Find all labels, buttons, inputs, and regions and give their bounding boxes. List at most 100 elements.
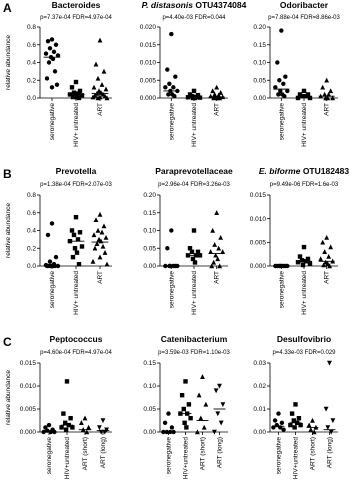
chart-subtitle: p=7.37e-04 FDR=4.97e-04 bbox=[40, 15, 112, 21]
point bbox=[84, 429, 90, 435]
point bbox=[73, 79, 79, 85]
point bbox=[186, 402, 192, 407]
point bbox=[289, 411, 295, 416]
point bbox=[49, 37, 55, 42]
point bbox=[324, 234, 330, 240]
y-tick-label: 0.05 bbox=[143, 406, 156, 413]
point bbox=[72, 246, 78, 251]
point bbox=[298, 422, 303, 428]
x-tick-label: seronegative bbox=[49, 271, 56, 309]
point bbox=[299, 258, 305, 263]
x-tick-label: seronegative bbox=[168, 271, 175, 309]
point bbox=[45, 39, 51, 44]
chart-subtitle: p=9.49e-06 FDR=1.6e-03 bbox=[270, 182, 339, 188]
x-tick-label: HIV+untreated bbox=[64, 437, 71, 479]
title-text: Paraprevotellaceae bbox=[155, 166, 233, 176]
point bbox=[101, 68, 107, 74]
point bbox=[295, 260, 301, 265]
point bbox=[300, 262, 306, 268]
point bbox=[323, 406, 329, 412]
x-tick-label: seronegative bbox=[166, 437, 173, 475]
title-italic: P. distasonis bbox=[142, 0, 194, 10]
y-tick-label: 0.20 bbox=[143, 192, 156, 199]
point bbox=[101, 223, 107, 229]
point bbox=[91, 84, 97, 90]
y-tick-label: 0.010 bbox=[20, 383, 37, 390]
x-tick-label: seronegative bbox=[46, 437, 53, 475]
chart-subtitle: p=2.96e-04 FDR=3.26e-03 bbox=[158, 182, 230, 188]
point bbox=[278, 88, 283, 94]
title-text: Bacteroides bbox=[52, 0, 101, 10]
point bbox=[321, 262, 327, 268]
y-tick-label: 0.015 bbox=[20, 360, 37, 367]
point bbox=[203, 401, 209, 407]
point bbox=[90, 94, 96, 100]
point bbox=[220, 402, 226, 408]
point bbox=[328, 429, 334, 435]
point bbox=[191, 228, 197, 233]
point bbox=[330, 418, 336, 424]
point bbox=[47, 46, 53, 51]
point bbox=[190, 256, 196, 262]
point bbox=[320, 239, 326, 245]
point bbox=[63, 420, 68, 425]
point bbox=[211, 95, 217, 101]
title-text: Prevotella bbox=[56, 166, 97, 176]
point bbox=[51, 49, 57, 55]
point bbox=[49, 221, 55, 226]
point bbox=[279, 28, 284, 33]
point bbox=[68, 416, 73, 421]
y-axis-label: relative abundance bbox=[5, 370, 12, 425]
point bbox=[318, 256, 324, 262]
point bbox=[325, 425, 331, 431]
point bbox=[322, 91, 328, 97]
point bbox=[306, 422, 312, 428]
point bbox=[325, 260, 331, 266]
point bbox=[77, 230, 83, 235]
y-tick-label: 0.015 bbox=[140, 42, 157, 49]
x-tick-label: ART (long) bbox=[100, 437, 107, 468]
x-tick-label: ART bbox=[324, 103, 331, 116]
point bbox=[93, 217, 99, 223]
point bbox=[167, 81, 172, 87]
y-tick-label: 0.15 bbox=[143, 360, 156, 367]
x-tick-label: seronegative bbox=[49, 103, 56, 141]
point bbox=[192, 95, 198, 101]
point bbox=[276, 92, 281, 97]
point bbox=[71, 232, 77, 238]
point bbox=[165, 246, 170, 251]
point bbox=[326, 253, 332, 259]
x-tick-label: ART bbox=[214, 103, 221, 116]
point bbox=[212, 242, 218, 247]
point bbox=[184, 425, 189, 430]
point bbox=[194, 429, 200, 435]
point bbox=[97, 211, 103, 217]
point bbox=[272, 418, 278, 423]
point bbox=[297, 254, 303, 259]
point bbox=[218, 90, 224, 95]
point bbox=[283, 74, 288, 79]
point bbox=[47, 259, 53, 264]
y-tick-label: 0.2 bbox=[27, 245, 36, 252]
x-tick-label: HIV+ untreated bbox=[191, 103, 198, 147]
point bbox=[310, 417, 315, 423]
y-tick-label: 0.8 bbox=[27, 192, 36, 199]
point bbox=[217, 95, 223, 101]
y-tick-label: 0.10 bbox=[143, 383, 156, 390]
point bbox=[69, 228, 75, 233]
chart-subtitle: p=4.60e-04 FDR=4.97e-04 bbox=[40, 350, 112, 356]
x-tick-label: HIV+ untreated bbox=[73, 271, 80, 315]
point bbox=[97, 254, 103, 260]
title-italic: E. biforme bbox=[259, 166, 301, 176]
point bbox=[70, 94, 76, 100]
point bbox=[91, 232, 97, 238]
point bbox=[165, 67, 170, 72]
y-tick-label: 0.000 bbox=[250, 263, 267, 270]
point bbox=[64, 379, 70, 384]
x-tick-label: ART (short) bbox=[200, 437, 207, 470]
point bbox=[71, 90, 77, 95]
title-text: OTU4374084 bbox=[195, 0, 246, 10]
point bbox=[275, 60, 280, 65]
y-tick-label: 0.000 bbox=[140, 95, 157, 102]
point bbox=[307, 261, 313, 266]
